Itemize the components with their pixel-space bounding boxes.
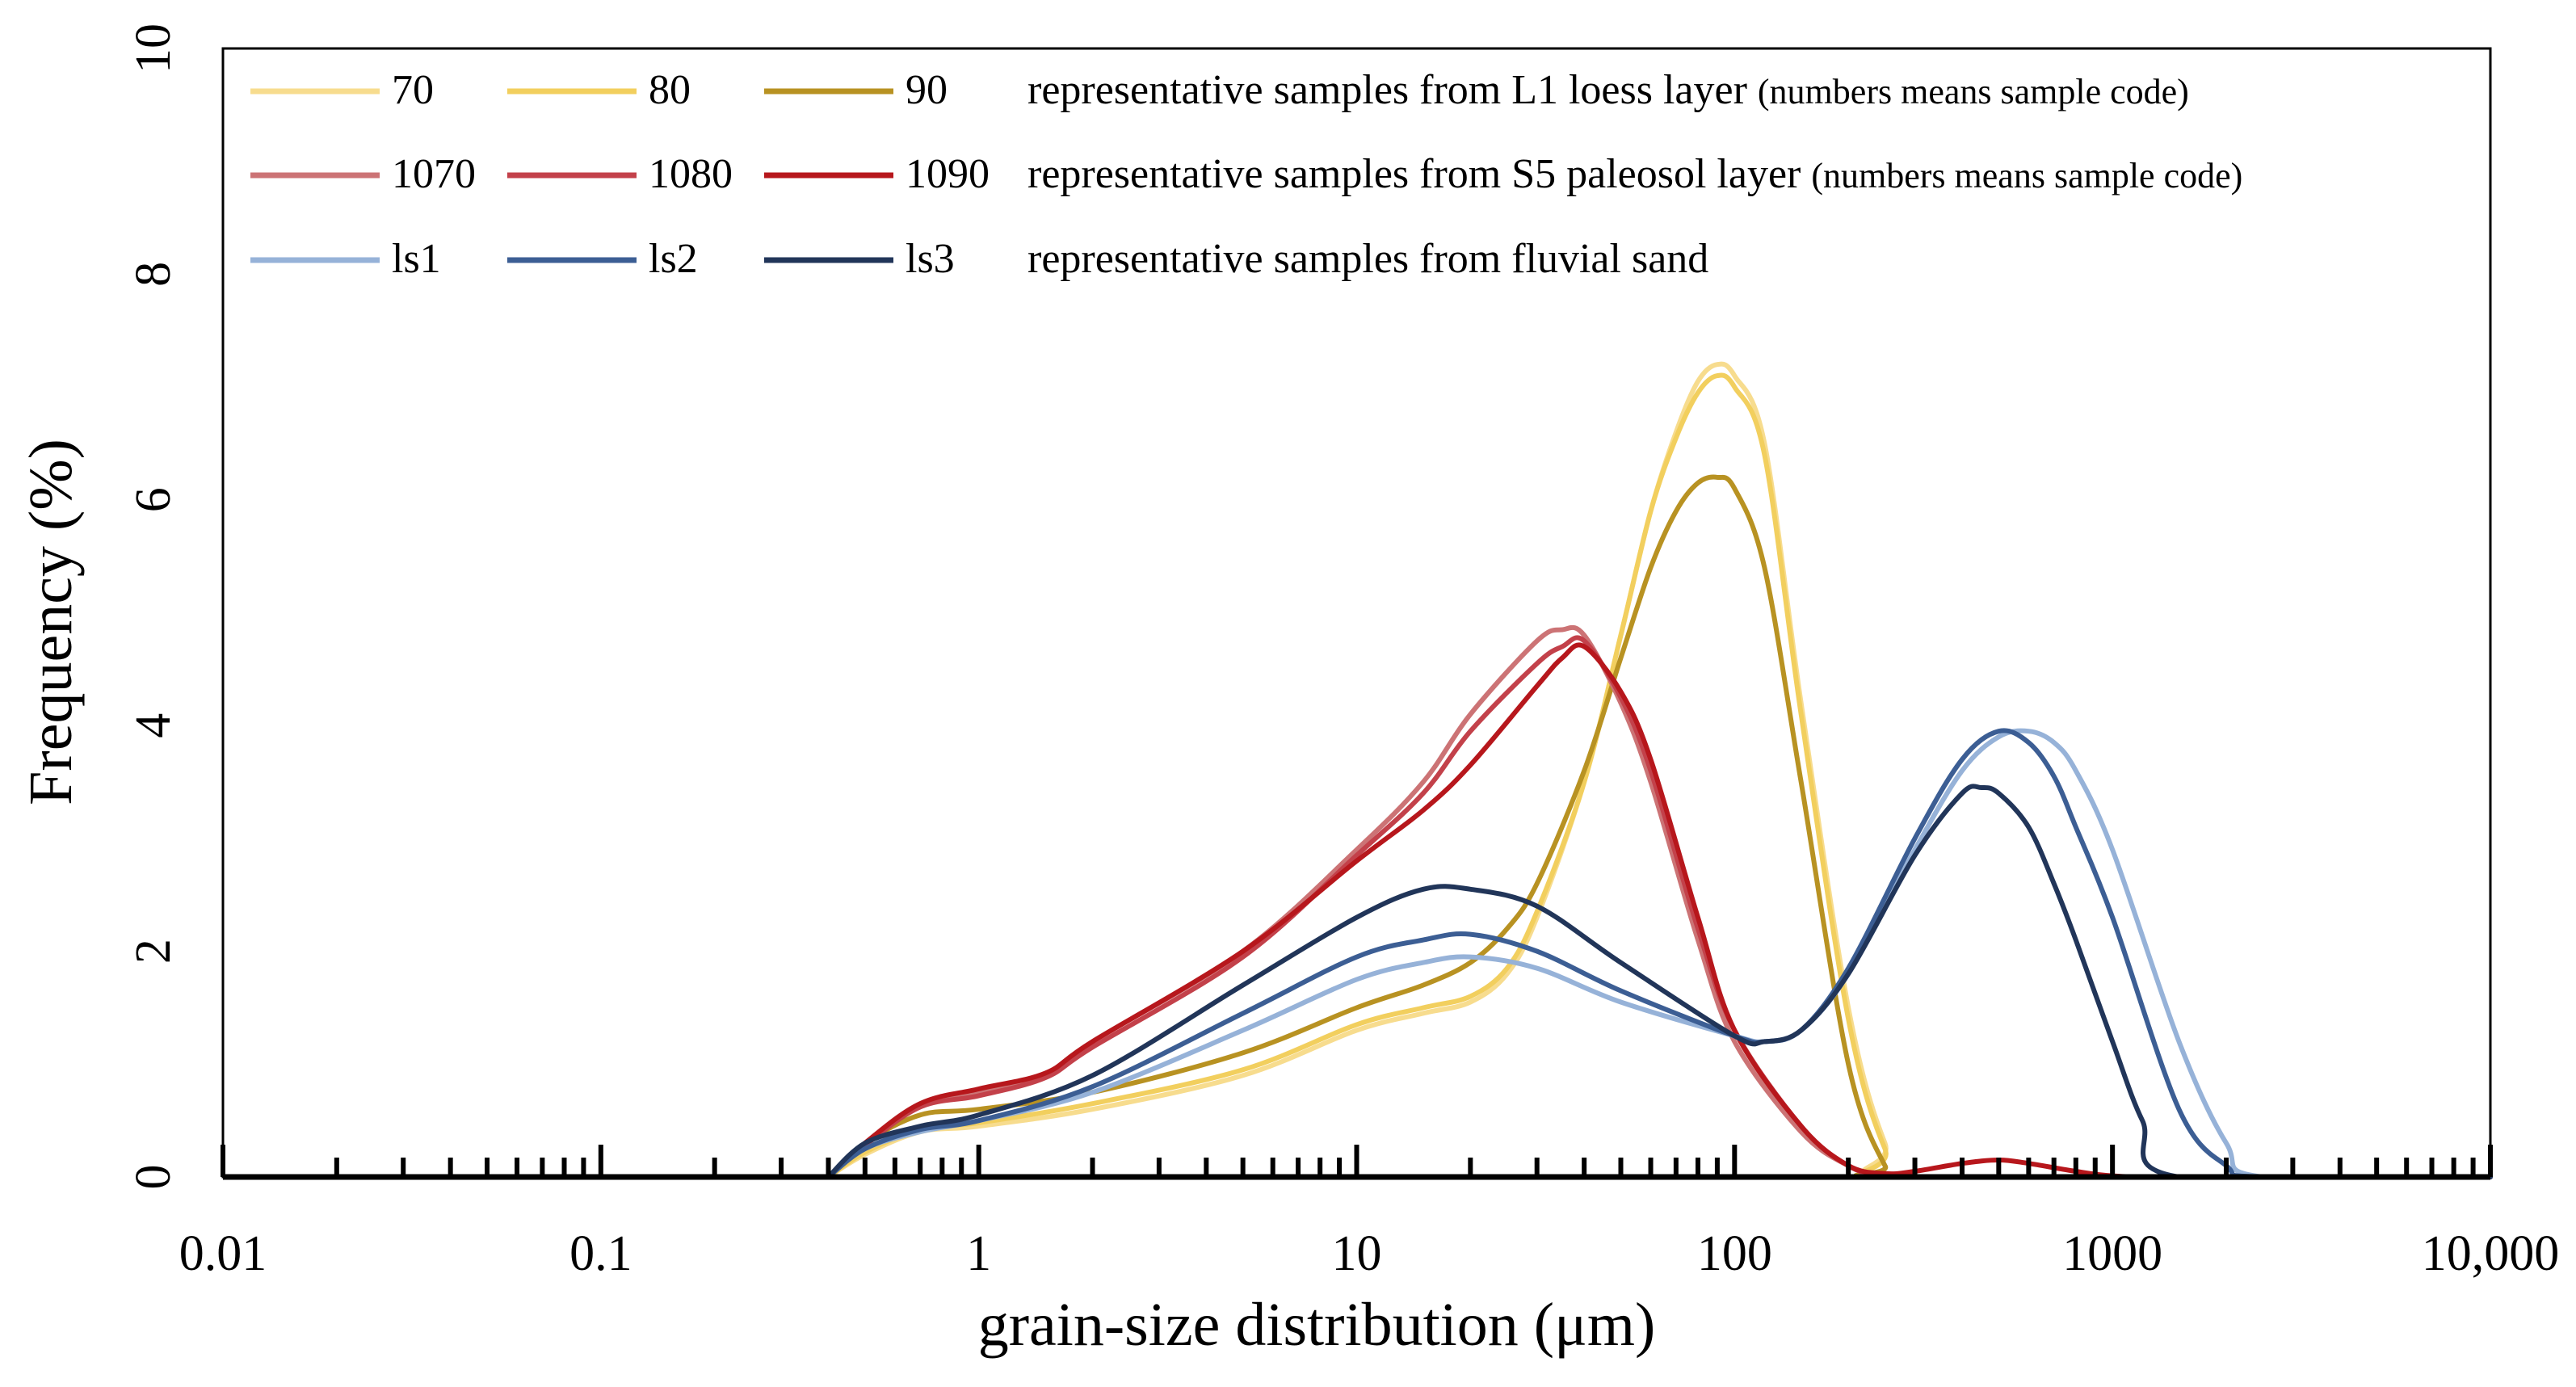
legend-label-ls2: ls2 (649, 236, 698, 282)
y-tick-label: 8 (126, 262, 181, 287)
y-tick-label: 2 (126, 939, 181, 964)
series-line-ls3 (826, 784, 2493, 1180)
legend-label-80: 80 (649, 67, 691, 113)
series-line-80 (826, 372, 2493, 1180)
x-tick-label: 1000 (2062, 1226, 2162, 1281)
legend-label-1070: 1070 (392, 151, 476, 197)
y-axis: 0 2 4 6 8 10 (126, 23, 181, 1190)
y-tick-label: 0 (126, 1165, 181, 1190)
legend-label-90: 90 (906, 67, 948, 113)
y-tick-label: 6 (126, 487, 181, 512)
legend-label-ls3: ls3 (906, 236, 955, 282)
x-tick-label: 10 (1332, 1226, 1382, 1281)
x-axis-title: grain-size distribution (μm) (978, 1291, 1656, 1359)
x-tick-label: 0.1 (569, 1226, 632, 1281)
series-layer (826, 361, 2493, 1180)
x-tick-label: 100 (1697, 1226, 1772, 1281)
legend-group-description: representative samples from S5 paleosol … (1027, 151, 2242, 197)
legend-label-ls1: ls1 (392, 236, 441, 282)
legend-label-1090: 1090 (906, 151, 990, 197)
legend-group-description: representative samples from L1 loess lay… (1027, 67, 2189, 113)
legend-group-description: representative samples from fluvial sand (1027, 236, 1708, 282)
y-axis-title: Frequency (%) (17, 439, 85, 805)
x-axis: 0.01 0.1 1 10 100 1000 10,000 (179, 1145, 2560, 1281)
legend-group-note: (numbers means sample code) (1758, 72, 2189, 111)
y-tick-label: 10 (126, 23, 181, 74)
legend-group-note: (numbers means sample code) (1811, 156, 2242, 195)
legend-label-1080: 1080 (649, 151, 733, 197)
y-tick-label: 4 (126, 713, 181, 738)
x-tick-label: 10,000 (2422, 1226, 2560, 1281)
x-tick-label: 0.01 (179, 1226, 267, 1281)
legend: 70 80 90 representative samples from L1 loe… (250, 67, 2242, 282)
legend-label-70: 70 (392, 67, 434, 113)
series-line-90 (826, 474, 2493, 1180)
x-tick-label: 1 (966, 1226, 991, 1281)
